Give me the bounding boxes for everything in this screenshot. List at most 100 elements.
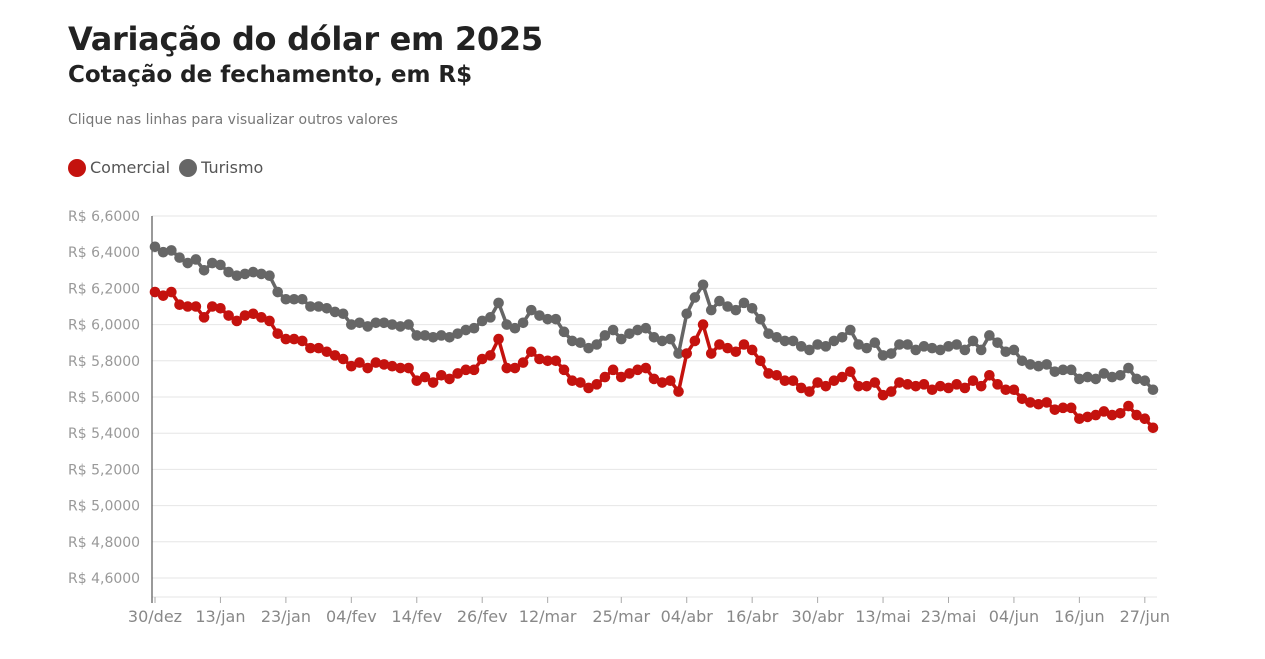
data-point-turismo[interactable] xyxy=(346,319,357,330)
data-point-turismo[interactable] xyxy=(182,257,194,269)
data-point-comercial[interactable] xyxy=(959,382,971,394)
data-point-comercial[interactable] xyxy=(1123,400,1134,412)
data-point-turismo[interactable] xyxy=(190,254,202,265)
data-point-comercial[interactable] xyxy=(935,380,946,392)
data-point-comercial[interactable] xyxy=(329,350,341,361)
data-point-comercial[interactable] xyxy=(746,344,758,356)
data-point-comercial[interactable] xyxy=(468,364,480,376)
data-point-turismo[interactable] xyxy=(853,339,864,350)
data-point-turismo[interactable] xyxy=(975,344,987,356)
data-point-turismo[interactable] xyxy=(149,241,161,253)
data-point-turismo[interactable] xyxy=(509,322,521,334)
data-point-comercial[interactable] xyxy=(166,286,177,298)
data-point-turismo[interactable] xyxy=(804,344,815,356)
data-point-turismo[interactable] xyxy=(1065,364,1077,376)
data-point-comercial[interactable] xyxy=(256,312,267,323)
data-point-comercial[interactable] xyxy=(885,386,897,397)
data-point-comercial[interactable] xyxy=(206,301,218,312)
data-point-comercial[interactable] xyxy=(542,355,553,367)
data-point-turismo[interactable] xyxy=(755,313,766,325)
data-point-turismo[interactable] xyxy=(403,319,414,330)
data-point-comercial[interactable] xyxy=(362,362,373,374)
data-point-comercial[interactable] xyxy=(288,333,300,345)
data-point-turismo[interactable] xyxy=(861,342,872,354)
data-point-comercial[interactable] xyxy=(705,348,717,359)
data-point-comercial[interactable] xyxy=(1057,402,1069,414)
data-point-turismo[interactable] xyxy=(1074,373,1085,385)
data-point-comercial[interactable] xyxy=(1041,397,1052,408)
data-point-comercial[interactable] xyxy=(337,353,349,365)
data-point-turismo[interactable] xyxy=(951,339,962,350)
data-point-turismo[interactable] xyxy=(337,308,349,320)
data-point-comercial[interactable] xyxy=(583,382,594,394)
data-point-comercial[interactable] xyxy=(1065,402,1077,414)
data-point-turismo[interactable] xyxy=(836,331,848,343)
data-point-turismo[interactable] xyxy=(215,259,226,271)
data-point-comercial[interactable] xyxy=(174,299,185,310)
data-point-turismo[interactable] xyxy=(795,341,807,352)
data-point-comercial[interactable] xyxy=(607,364,619,376)
data-point-comercial[interactable] xyxy=(1049,404,1061,415)
series-line-turismo[interactable] xyxy=(153,245,1155,392)
data-point-comercial[interactable] xyxy=(730,346,742,358)
data-point-comercial[interactable] xyxy=(926,384,938,396)
data-point-comercial[interactable] xyxy=(386,360,398,372)
data-point-comercial[interactable] xyxy=(943,382,954,394)
data-point-comercial[interactable] xyxy=(599,371,611,383)
data-point-comercial[interactable] xyxy=(575,377,586,388)
data-point-comercial[interactable] xyxy=(763,368,774,379)
data-point-turismo[interactable] xyxy=(1016,355,1028,367)
data-point-turismo[interactable] xyxy=(992,337,1003,349)
data-point-comercial[interactable] xyxy=(697,319,709,330)
data-point-turismo[interactable] xyxy=(166,245,177,256)
data-point-turismo[interactable] xyxy=(1114,369,1126,381)
data-point-turismo[interactable] xyxy=(1098,368,1110,379)
data-point-turismo[interactable] xyxy=(305,301,316,312)
data-point-comercial[interactable] xyxy=(403,362,414,374)
data-point-comercial[interactable] xyxy=(681,348,693,359)
data-point-turismo[interactable] xyxy=(157,246,169,258)
data-point-comercial[interactable] xyxy=(501,362,513,374)
data-point-turismo[interactable] xyxy=(787,335,799,347)
data-point-turismo[interactable] xyxy=(738,297,750,309)
data-point-comercial[interactable] xyxy=(820,380,832,392)
data-point-comercial[interactable] xyxy=(804,386,815,397)
data-point-comercial[interactable] xyxy=(1090,409,1102,421)
data-point-turismo[interactable] xyxy=(828,335,840,347)
data-point-turismo[interactable] xyxy=(231,270,243,282)
data-point-turismo[interactable] xyxy=(476,315,488,327)
data-point-comercial[interactable] xyxy=(346,360,357,372)
data-point-comercial[interactable] xyxy=(869,377,881,388)
data-point-turismo[interactable] xyxy=(935,344,946,356)
data-point-comercial[interactable] xyxy=(452,368,463,379)
data-point-turismo[interactable] xyxy=(681,308,693,320)
data-point-turismo[interactable] xyxy=(648,331,660,343)
data-point-comercial[interactable] xyxy=(231,315,243,327)
data-point-comercial[interactable] xyxy=(1139,413,1151,425)
data-point-turismo[interactable] xyxy=(591,339,603,350)
data-point-turismo[interactable] xyxy=(436,330,447,341)
data-point-comercial[interactable] xyxy=(419,371,431,383)
data-point-turismo[interactable] xyxy=(583,342,594,354)
data-point-turismo[interactable] xyxy=(501,319,513,330)
data-point-turismo[interactable] xyxy=(665,333,676,345)
data-point-turismo[interactable] xyxy=(174,252,185,263)
data-point-comercial[interactable] xyxy=(1131,409,1142,421)
data-point-turismo[interactable] xyxy=(730,304,742,316)
data-point-turismo[interactable] xyxy=(206,257,218,269)
data-point-turismo[interactable] xyxy=(534,310,545,321)
data-point-turismo[interactable] xyxy=(354,317,365,329)
data-point-turismo[interactable] xyxy=(1025,359,1036,370)
data-point-comercial[interactable] xyxy=(779,375,791,387)
data-point-comercial[interactable] xyxy=(493,333,504,345)
data-point-comercial[interactable] xyxy=(198,312,210,323)
data-point-comercial[interactable] xyxy=(665,375,676,387)
data-point-comercial[interactable] xyxy=(509,362,521,374)
data-point-turismo[interactable] xyxy=(902,339,913,350)
data-point-comercial[interactable] xyxy=(444,373,455,385)
data-point-turismo[interactable] xyxy=(771,331,782,343)
data-point-comercial[interactable] xyxy=(861,380,872,392)
data-point-comercial[interactable] xyxy=(157,290,169,301)
data-point-turismo[interactable] xyxy=(869,337,881,349)
data-point-turismo[interactable] xyxy=(722,301,733,312)
